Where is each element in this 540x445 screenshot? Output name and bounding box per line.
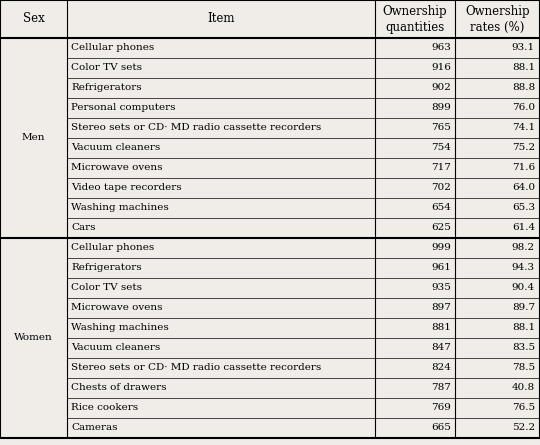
Text: 899: 899 [431, 104, 451, 113]
Text: Color TV sets: Color TV sets [71, 283, 142, 292]
Text: 40.8: 40.8 [512, 384, 535, 392]
Text: Cars: Cars [71, 223, 96, 232]
Text: 963: 963 [431, 44, 451, 53]
Text: Ownership
quantities: Ownership quantities [383, 4, 447, 33]
Text: 93.1: 93.1 [512, 44, 535, 53]
Text: 90.4: 90.4 [512, 283, 535, 292]
Text: Chests of drawers: Chests of drawers [71, 384, 166, 392]
Text: 961: 961 [431, 263, 451, 272]
Text: Refrigerators: Refrigerators [71, 84, 141, 93]
Text: 787: 787 [431, 384, 451, 392]
Text: 89.7: 89.7 [512, 303, 535, 312]
Text: 754: 754 [431, 143, 451, 153]
Text: 654: 654 [431, 203, 451, 213]
Text: Washing machines: Washing machines [71, 203, 168, 213]
Text: Refrigerators: Refrigerators [71, 263, 141, 272]
Text: 74.1: 74.1 [512, 124, 535, 133]
Text: 64.0: 64.0 [512, 183, 535, 193]
Text: Microwave ovens: Microwave ovens [71, 303, 163, 312]
Text: 88.8: 88.8 [512, 84, 535, 93]
Text: Vacuum cleaners: Vacuum cleaners [71, 344, 160, 352]
Text: 71.6: 71.6 [512, 163, 535, 173]
Text: 98.2: 98.2 [512, 243, 535, 252]
Text: 847: 847 [431, 344, 451, 352]
Text: Rice cookers: Rice cookers [71, 404, 138, 413]
Text: Washing machines: Washing machines [71, 324, 168, 332]
Text: 75.2: 75.2 [512, 143, 535, 153]
Text: Men: Men [22, 134, 45, 142]
Text: Cameras: Cameras [71, 424, 118, 433]
Text: Video tape recorders: Video tape recorders [71, 183, 181, 193]
Text: 88.1: 88.1 [512, 64, 535, 73]
Text: 935: 935 [431, 283, 451, 292]
Text: Stereo sets or CD· MD radio cassette recorders: Stereo sets or CD· MD radio cassette rec… [71, 124, 321, 133]
Text: Ownership
rates (%): Ownership rates (%) [465, 4, 530, 33]
Text: Women: Women [14, 333, 53, 343]
Text: Cellular phones: Cellular phones [71, 44, 154, 53]
Text: Item: Item [207, 12, 235, 25]
Text: 625: 625 [431, 223, 451, 232]
Text: 76.0: 76.0 [512, 104, 535, 113]
Text: 999: 999 [431, 243, 451, 252]
Text: Microwave ovens: Microwave ovens [71, 163, 163, 173]
Text: 94.3: 94.3 [512, 263, 535, 272]
Text: 881: 881 [431, 324, 451, 332]
Text: 52.2: 52.2 [512, 424, 535, 433]
Text: 61.4: 61.4 [512, 223, 535, 232]
Text: 916: 916 [431, 64, 451, 73]
Text: 824: 824 [431, 364, 451, 372]
Text: 65.3: 65.3 [512, 203, 535, 213]
Text: 897: 897 [431, 303, 451, 312]
Text: 83.5: 83.5 [512, 344, 535, 352]
Text: Personal computers: Personal computers [71, 104, 176, 113]
Text: 88.1: 88.1 [512, 324, 535, 332]
Text: Sex: Sex [23, 12, 44, 25]
Text: 702: 702 [431, 183, 451, 193]
Text: Vacuum cleaners: Vacuum cleaners [71, 143, 160, 153]
Text: Stereo sets or CD· MD radio cassette recorders: Stereo sets or CD· MD radio cassette rec… [71, 364, 321, 372]
Text: 902: 902 [431, 84, 451, 93]
Text: 769: 769 [431, 404, 451, 413]
Text: 78.5: 78.5 [512, 364, 535, 372]
Text: 76.5: 76.5 [512, 404, 535, 413]
Text: 765: 765 [431, 124, 451, 133]
Text: Color TV sets: Color TV sets [71, 64, 142, 73]
Text: 665: 665 [431, 424, 451, 433]
Text: 717: 717 [431, 163, 451, 173]
Text: Cellular phones: Cellular phones [71, 243, 154, 252]
